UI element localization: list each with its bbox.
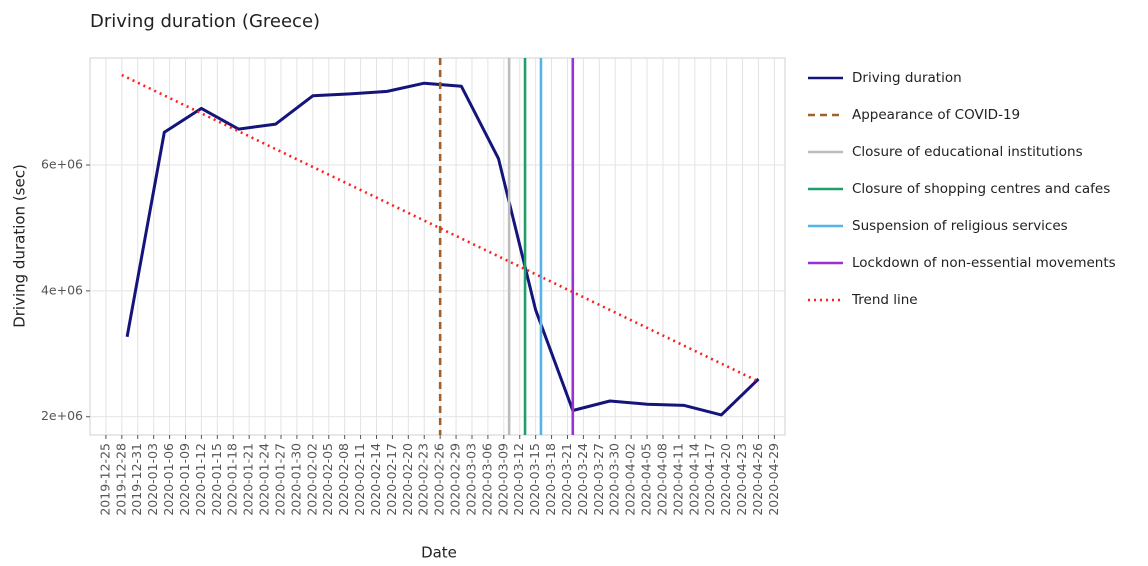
x-tick-label: 2020-04-26 (750, 443, 765, 516)
chart-title: Driving duration (Greece) (90, 11, 320, 32)
legend-label: Closure of educational institutions (852, 144, 1083, 160)
x-tick-label: 2019-12-31 (129, 443, 144, 516)
x-tick-label: 2020-02-02 (304, 443, 319, 516)
x-tick-label: 2020-02-08 (336, 443, 351, 516)
y-tick-label: 6e+06 (41, 156, 83, 171)
data-line (125, 81, 760, 417)
x-tick-label: 2020-03-18 (543, 443, 558, 516)
legend-label: Suspension of religious services (852, 218, 1068, 234)
x-axis-title: Date (421, 544, 457, 562)
x-tick-label: 2020-03-27 (591, 443, 606, 516)
x-tick-label: 2020-02-23 (416, 443, 431, 516)
legend-label: Driving duration (852, 70, 962, 86)
x-tick-label: 2020-04-02 (623, 443, 638, 516)
x-tick-label: 2020-03-24 (575, 443, 590, 516)
trend-line (121, 73, 760, 383)
x-tick-label: 2020-04-05 (639, 443, 654, 516)
y-tick-label: 2e+06 (41, 408, 83, 423)
x-tick-label: 2020-02-14 (368, 443, 383, 516)
x-tick-label: 2020-01-30 (288, 443, 303, 516)
x-tick-label: 2020-03-21 (559, 443, 574, 516)
x-tick-label: 2020-03-30 (607, 443, 622, 516)
x-tick-label: 2020-01-18 (225, 443, 240, 516)
x-tick-label: 2020-03-03 (463, 443, 478, 516)
x-tick-label: 2020-01-27 (272, 443, 287, 516)
legend-label: Trend line (851, 292, 918, 308)
x-tick-label: 2020-01-15 (209, 443, 224, 516)
x-tick-label: 2020-03-15 (527, 443, 542, 516)
x-tick-label: 2020-04-14 (686, 443, 701, 516)
x-tick-label: 2020-01-24 (257, 443, 272, 516)
x-tick-label: 2020-02-29 (448, 443, 463, 516)
x-tick-label: 2019-12-28 (113, 443, 128, 516)
x-tick-label: 2019-12-25 (97, 443, 112, 516)
x-tick-label: 2020-02-05 (320, 443, 335, 516)
x-tick-label: 2020-03-09 (495, 443, 510, 516)
y-tick-label: 4e+06 (41, 282, 83, 297)
x-tick-label: 2020-03-12 (511, 443, 526, 516)
x-tick-label: 2020-02-17 (384, 443, 399, 516)
y-axis-title: Driving duration (sec) (11, 164, 29, 328)
x-tick-label: 2020-02-11 (352, 443, 367, 516)
x-tick-label: 2020-01-03 (145, 443, 160, 516)
x-tick-label: 2020-04-29 (766, 443, 781, 516)
legend-label: Closure of shopping centres and cafes (852, 181, 1110, 197)
x-tick-label: 2020-04-08 (654, 443, 669, 516)
x-tick-label: 2020-01-21 (241, 443, 256, 516)
x-tick-label: 2020-02-26 (432, 443, 447, 516)
x-tick-label: 2020-04-20 (718, 443, 733, 516)
x-tick-label: 2020-04-17 (702, 443, 717, 516)
x-tick-label: 2020-01-12 (193, 443, 208, 516)
x-tick-label: 2020-04-11 (670, 443, 685, 516)
x-tick-label: 2020-03-06 (479, 443, 494, 516)
x-tick-label: 2020-01-09 (177, 443, 192, 516)
plot-panel (89, 57, 786, 436)
x-tick-label: 2020-02-20 (400, 443, 415, 516)
legend-label: Appearance of COVID-19 (852, 107, 1020, 123)
legend-label: Lockdown of non-essential movements (852, 255, 1116, 271)
x-tick-label: 2020-01-06 (161, 443, 176, 516)
x-tick-label: 2020-04-23 (734, 443, 749, 516)
